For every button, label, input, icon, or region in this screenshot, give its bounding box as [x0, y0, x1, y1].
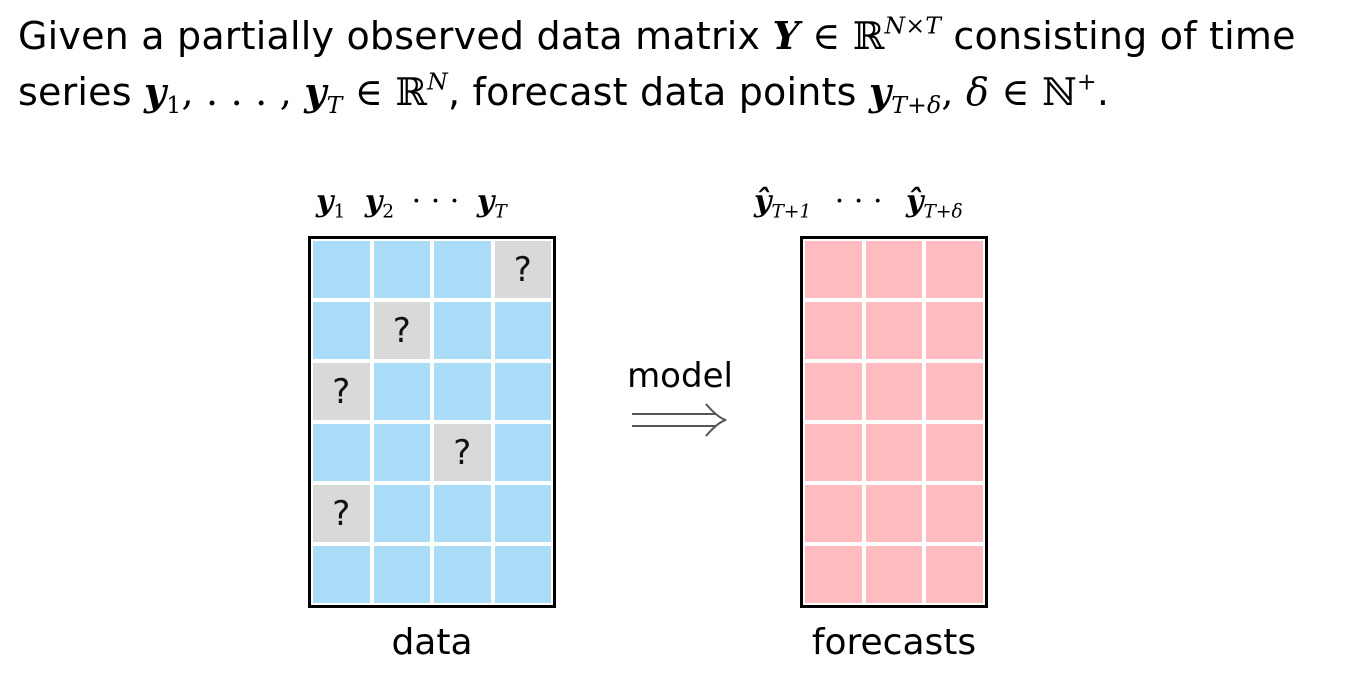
- observed-cell: [434, 241, 491, 298]
- model-label: model: [627, 356, 733, 396]
- forecast-cell: [805, 424, 862, 481]
- observed-cell: [313, 302, 370, 359]
- forecast-cell: [926, 485, 983, 542]
- forecast-cell: [926, 546, 983, 603]
- subscript: 1: [166, 91, 182, 120]
- missing-cell: ?: [313, 485, 370, 542]
- element-of-symbol: ∈: [989, 70, 1042, 114]
- dimension-superscript: N×T: [884, 11, 942, 40]
- header-yT-sub: T: [494, 201, 507, 223]
- data-caption: data: [391, 622, 473, 663]
- forecast-cell: [805, 241, 862, 298]
- natural-set-symbol: ℕ: [1041, 70, 1077, 114]
- data-matrix: ?????: [308, 236, 556, 608]
- observed-cell: [434, 485, 491, 542]
- element-of-symbol: ∈: [799, 14, 853, 58]
- observed-cell: [494, 485, 551, 542]
- header-y1: y: [316, 184, 334, 219]
- header-y2: y: [364, 184, 383, 219]
- header-yhat-Td-sub: T+δ: [923, 201, 963, 223]
- data-column-headers: y1 y2 · · · yT: [316, 184, 507, 221]
- forecast-cell: [926, 363, 983, 420]
- observed-cell: [373, 363, 430, 420]
- observed-cell: [373, 241, 430, 298]
- missing-cell: ?: [373, 302, 430, 359]
- forecast-matrix: [800, 236, 988, 608]
- problem-statement: Given a partially observed data matrix Y…: [18, 8, 1343, 120]
- missing-cell: ?: [313, 363, 370, 420]
- plus-superscript: +: [1076, 67, 1097, 96]
- observed-cell: [434, 546, 491, 603]
- forecast-cell: [865, 424, 923, 481]
- observed-cell: [434, 363, 491, 420]
- observed-cell: [313, 424, 370, 481]
- header-ellipsis: · · ·: [834, 184, 883, 219]
- problem-text: series: [18, 70, 145, 114]
- forecast-cell: [865, 485, 923, 542]
- observed-cell: [494, 546, 551, 603]
- forecast-column-headers: ŷT+1 · · · ŷT+δ: [754, 184, 963, 221]
- forecast-cell: [805, 485, 862, 542]
- observed-cell: [373, 424, 430, 481]
- ellipsis: , . . . ,: [181, 70, 305, 114]
- series-symbol: y: [144, 69, 167, 114]
- matrix-symbol: Y: [772, 13, 800, 58]
- subscript: T+δ: [891, 91, 942, 120]
- forecast-cell: [865, 546, 923, 603]
- forecast-cell: [926, 424, 983, 481]
- observed-cell: [494, 363, 551, 420]
- header-yhat-Td: ŷ: [906, 184, 924, 219]
- comma: ,: [941, 70, 966, 114]
- forecast-cell: [926, 302, 983, 359]
- missing-cell: ?: [434, 424, 491, 481]
- observed-cell: [373, 485, 430, 542]
- observed-cell: [313, 546, 370, 603]
- problem-line-1: Given a partially observed data matrix Y…: [18, 8, 1343, 64]
- delta-symbol: δ: [965, 70, 990, 114]
- real-set-symbol: ℝ: [852, 14, 885, 58]
- observed-cell: [494, 302, 551, 359]
- header-yhat-T1: ŷ: [754, 184, 772, 219]
- problem-text: consisting of time: [941, 14, 1296, 58]
- problem-text: Given a partially observed data matrix: [18, 14, 773, 58]
- double-arrow-icon: [632, 403, 727, 437]
- forecast-cell: [865, 363, 923, 420]
- problem-line-2: series y1, . . . , yT ∈ ℝN, forecast dat…: [18, 64, 1343, 120]
- header-ellipsis: · · ·: [411, 184, 460, 219]
- real-set-symbol: ℝ: [395, 70, 428, 114]
- forecast-cell: [926, 241, 983, 298]
- forecast-cell: [865, 241, 923, 298]
- subscript: T: [326, 91, 343, 120]
- series-symbol: y: [304, 69, 327, 114]
- observed-cell: [313, 241, 370, 298]
- observed-cell: [373, 546, 430, 603]
- header-yhat-T1-sub: T+1: [771, 201, 812, 223]
- header-y1-sub: 1: [333, 201, 346, 223]
- missing-cell: ?: [494, 241, 551, 298]
- header-y2-sub: 2: [382, 201, 395, 223]
- forecast-cell: [865, 302, 923, 359]
- model-arrow: model: [620, 356, 740, 446]
- forecast-cell: [805, 546, 862, 603]
- observed-cell: [434, 302, 491, 359]
- forecast-cell: [805, 363, 862, 420]
- forecast-caption: forecasts: [811, 622, 977, 663]
- header-yT: y: [476, 184, 495, 219]
- series-symbol: y: [868, 69, 892, 114]
- dimension-superscript: N: [427, 67, 448, 96]
- forecast-cell: [805, 302, 862, 359]
- period: .: [1096, 70, 1110, 114]
- element-of-symbol: ∈: [342, 70, 396, 114]
- problem-text: , forecast data points: [447, 70, 869, 114]
- observed-cell: [494, 424, 551, 481]
